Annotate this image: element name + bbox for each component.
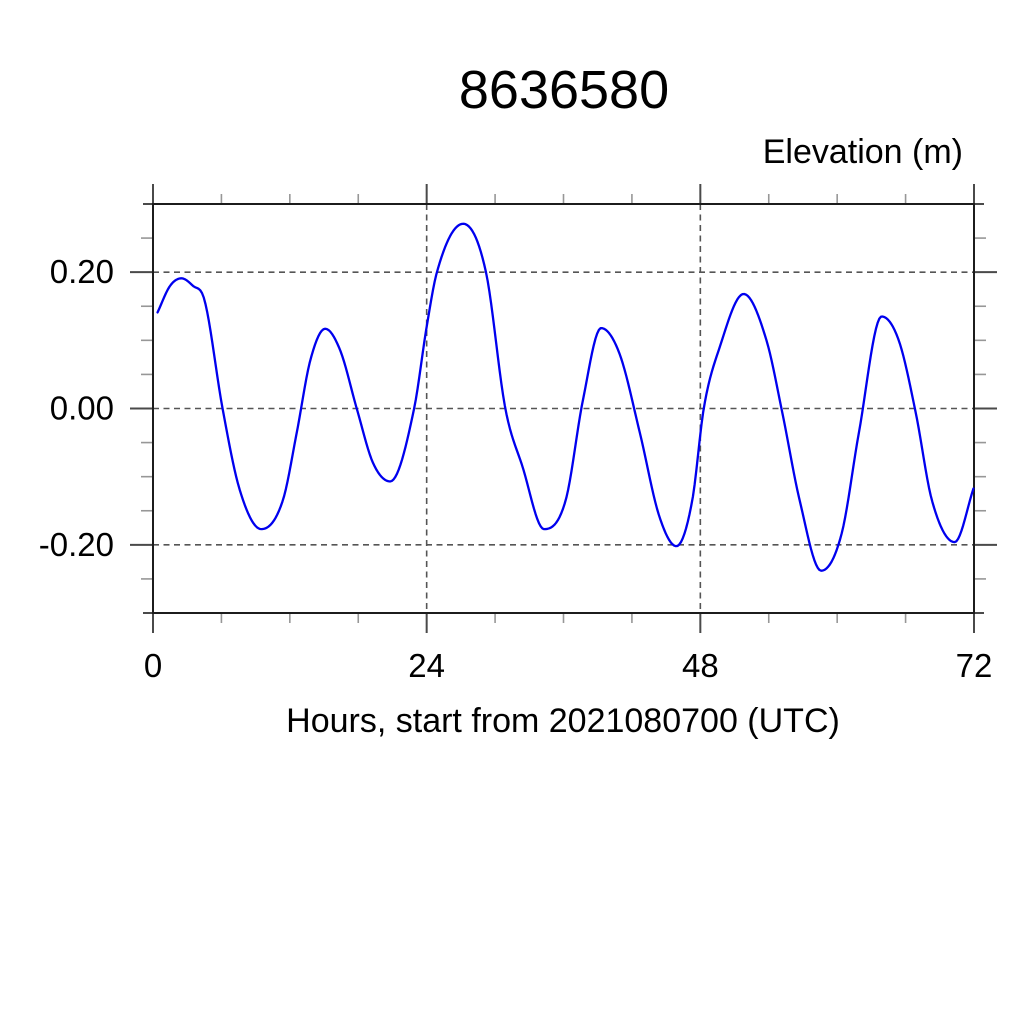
chart-title: 8636580 — [459, 60, 669, 120]
x-tick-label: 0 — [144, 647, 162, 684]
y-axis-title: Elevation (m) — [763, 133, 963, 171]
x-axis-title: Hours, start from 2021080700 (UTC) — [286, 702, 840, 740]
y-tick-label: -0.20 — [39, 526, 114, 563]
tick-labels: 0 24 48 72 0.20 0.00 -0.20 — [39, 253, 993, 684]
x-tick-label: 24 — [408, 647, 445, 684]
axis-ticks — [130, 184, 997, 633]
plot-frame — [152, 203, 975, 614]
x-tick-label: 48 — [682, 647, 719, 684]
gridlines — [153, 204, 974, 613]
x-tick-label: 72 — [956, 647, 993, 684]
y-tick-label: 0.20 — [50, 253, 114, 290]
elevation-curve — [156, 222, 975, 572]
y-tick-label: 0.00 — [50, 390, 114, 427]
